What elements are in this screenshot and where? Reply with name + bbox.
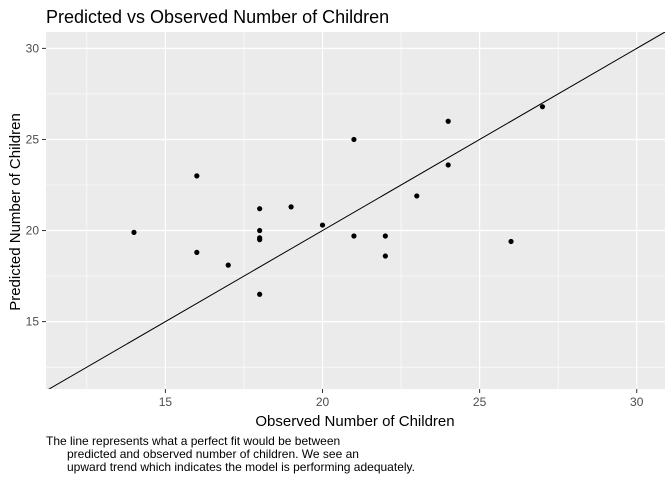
data-point [194,173,200,179]
data-point [414,193,420,199]
data-point [225,262,231,268]
y-tick-label: 15 [26,315,40,329]
x-tick-label: 20 [316,395,330,409]
data-point [539,104,546,110]
caption-line-2: predicted and observed number of childre… [67,447,359,461]
y-axis-title: Predicted Number of Children [7,113,24,311]
data-point [445,162,451,168]
chart-title: Predicted vs Observed Number of Children [46,7,389,27]
x-tick-label: 15 [159,395,173,409]
y-tick-label: 20 [26,224,40,238]
data-points [131,104,546,297]
data-point [508,238,514,245]
plot-panel [46,32,665,389]
y-tick-label: 30 [26,41,40,55]
data-point [257,206,263,212]
data-point [257,291,263,297]
x-axis-ticks: 15 20 25 30 [159,389,644,409]
y-axis-ticks: 15 20 25 30 [26,41,46,329]
perfect-fit-line [48,32,665,389]
minor-gridlines [46,32,665,389]
data-point [445,118,451,124]
caption-line-1: The line represents what a perfect fit w… [46,434,340,448]
y-tick-label: 25 [26,132,40,146]
data-point [288,204,294,210]
data-point [257,237,263,243]
data-point [351,136,357,143]
caption-line-3: upward trend which indicates the model i… [67,460,415,474]
data-point [351,233,357,239]
data-point [319,222,326,228]
x-axis-title: Observed Number of Children [255,413,454,430]
x-tick-label: 25 [473,395,487,409]
data-point [382,253,388,259]
data-point [382,233,388,239]
data-point [194,249,200,255]
data-point [257,227,263,234]
data-point [131,229,137,235]
x-tick-label: 30 [630,395,644,409]
